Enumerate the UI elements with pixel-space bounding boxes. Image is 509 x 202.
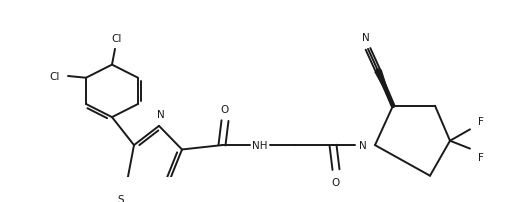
Text: N: N <box>358 140 366 150</box>
Text: Cl: Cl <box>49 72 60 82</box>
Text: N: N <box>157 109 164 119</box>
Text: Cl: Cl <box>111 34 122 43</box>
Text: F: F <box>477 153 483 163</box>
Text: O: O <box>220 104 229 114</box>
Text: NH: NH <box>252 140 267 150</box>
Text: S: S <box>118 194 124 202</box>
Text: O: O <box>331 177 340 187</box>
Text: F: F <box>477 116 483 126</box>
Text: N: N <box>361 33 369 43</box>
Polygon shape <box>374 70 392 106</box>
